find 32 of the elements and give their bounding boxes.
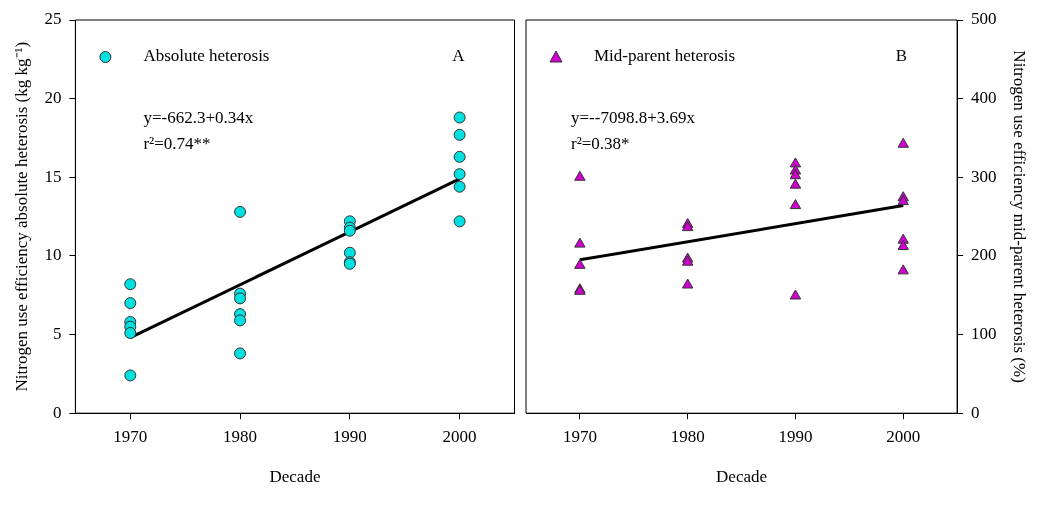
y2-tick-label: 400 <box>971 88 997 108</box>
y2-tick-label: 500 <box>971 9 997 29</box>
x-axis-title: Decade <box>269 467 321 487</box>
x-axis-title: Decade <box>716 467 768 487</box>
annotation: A <box>452 46 466 66</box>
y-tick-label: 10 <box>44 245 62 265</box>
y2-axis-title: Nitrogen use efficiency mid-parent heterosis (%) <box>1010 50 1030 383</box>
y-axis-title: Nitrogen use efficiency absolute heterosis (kg kg⁻¹) <box>11 41 31 392</box>
y2-tick-label: 200 <box>971 245 997 265</box>
annotation: B <box>895 46 908 66</box>
y2-tick-label: 0 <box>971 402 980 422</box>
annotation: y=--7098.8+3.69x <box>571 108 696 128</box>
x-tick-label: 1970 <box>113 426 148 446</box>
y-tick-label: 0 <box>52 402 62 422</box>
x-tick-label: 1990 <box>778 426 813 446</box>
y2-tick-label: 100 <box>971 324 997 344</box>
x-tick-label: 1980 <box>223 426 258 446</box>
legend-label: Absolute heterosis <box>143 46 270 66</box>
y-tick-label: 15 <box>44 166 62 186</box>
y2-tick-label: 300 <box>971 166 997 186</box>
x-tick-label: 1970 <box>562 426 597 446</box>
legend-label: Mid-parent heterosis <box>594 46 736 66</box>
annotation: r²=0.38* <box>571 134 630 154</box>
x-tick-label: 2000 <box>886 426 921 446</box>
y-tick-label: 20 <box>44 88 62 108</box>
y-tick-label: 5 <box>52 324 62 344</box>
x-tick-label: 1990 <box>332 426 367 446</box>
y-tick-label: 25 <box>44 9 62 29</box>
annotation: r²=0.74** <box>143 134 211 154</box>
x-tick-label: 1980 <box>670 426 705 446</box>
annotation: y=-662.3+0.34x <box>143 108 254 128</box>
x-tick-label: 2000 <box>442 426 477 446</box>
